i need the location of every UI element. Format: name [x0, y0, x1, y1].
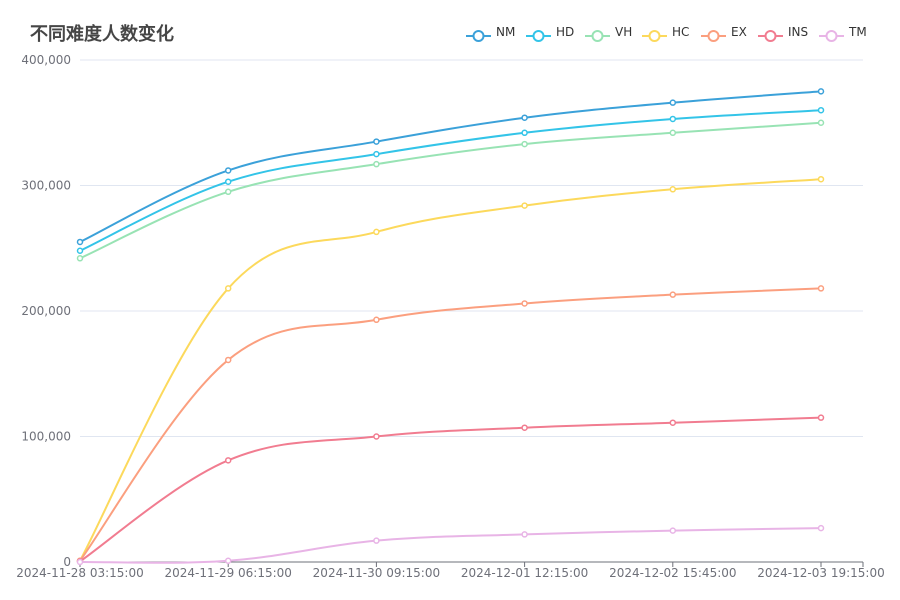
data-point-vh[interactable] — [224, 188, 232, 196]
legend-label: NM — [496, 25, 515, 39]
y-tick-label: 100,000 — [21, 430, 71, 444]
data-point-ex[interactable] — [521, 300, 528, 307]
legend-label: HC — [672, 25, 689, 39]
legend-label: HD — [556, 25, 574, 39]
data-point-nm[interactable] — [76, 238, 84, 246]
data-point-nm[interactable] — [669, 99, 677, 106]
data-point-vh[interactable] — [76, 255, 84, 262]
legend-circle-icon — [472, 30, 485, 42]
x-tick-label: 2024-12-03 19:15:00 — [757, 566, 884, 580]
data-point-ins[interactable] — [373, 433, 380, 440]
data-point-hd[interactable] — [373, 150, 380, 158]
series-line-vh[interactable] — [79, 121, 822, 260]
data-point-nm[interactable] — [521, 114, 528, 121]
legend-circle-icon — [707, 30, 720, 42]
data-point-ins[interactable] — [669, 419, 677, 426]
legend-item-vh[interactable]: VH — [585, 25, 632, 42]
data-point-tm[interactable] — [817, 524, 825, 532]
legend-item-ins[interactable]: INS — [758, 25, 808, 42]
x-tick-label: 2024-11-28 03:15:00 — [16, 566, 143, 580]
data-point-nm[interactable] — [373, 138, 380, 145]
data-point-ex[interactable] — [224, 356, 232, 364]
y-tick-label: 0 — [63, 555, 71, 569]
series-line-ex[interactable] — [79, 287, 822, 562]
y-tick-label: 200,000 — [21, 304, 71, 318]
series-line-ins[interactable] — [79, 416, 822, 563]
data-point-tm[interactable] — [224, 557, 232, 564]
data-point-tm[interactable] — [76, 558, 84, 566]
legend-item-hc[interactable]: HC — [642, 25, 689, 42]
data-point-tm[interactable] — [669, 527, 677, 534]
data-point-hc[interactable] — [669, 186, 677, 193]
legend-item-tm[interactable]: TM — [819, 25, 867, 42]
series-line-hd[interactable] — [79, 109, 822, 252]
chart-title: 不同难度人数变化 — [30, 24, 174, 45]
legend-circle-icon — [825, 30, 838, 42]
series-line-nm[interactable] — [79, 90, 822, 243]
x-tick-label: 2024-11-29 06:15:00 — [164, 566, 291, 580]
legend-label: INS — [788, 25, 808, 39]
data-point-hd[interactable] — [669, 115, 677, 123]
legend-circle-icon — [648, 30, 661, 42]
legend-circle-icon — [591, 30, 604, 42]
data-point-hc[interactable] — [521, 202, 528, 209]
data-point-hd[interactable] — [817, 106, 825, 114]
data-point-hc[interactable] — [817, 175, 825, 183]
data-point-ins[interactable] — [521, 424, 528, 431]
data-point-nm[interactable] — [817, 88, 825, 95]
series-line-hc[interactable] — [79, 178, 822, 562]
data-point-hd[interactable] — [224, 178, 232, 185]
data-point-hd[interactable] — [521, 129, 528, 137]
x-tick-label: 2024-12-01 12:15:00 — [461, 566, 588, 580]
x-tick-label: 2024-11-30 09:15:00 — [313, 566, 440, 580]
legend-label: VH — [615, 25, 632, 39]
data-point-hd[interactable] — [76, 247, 84, 255]
grid-lines — [80, 59, 863, 437]
data-point-vh[interactable] — [521, 140, 528, 148]
data-point-ex[interactable] — [817, 285, 825, 292]
data-point-ex[interactable] — [373, 316, 380, 324]
y-tick-label: 400,000 — [21, 53, 71, 67]
legend-circle-icon — [764, 30, 777, 42]
legend-item-hd[interactable]: HD — [526, 25, 574, 42]
legend-circle-icon — [532, 30, 545, 42]
legend-item-nm[interactable]: NM — [466, 25, 515, 42]
data-point-vh[interactable] — [817, 119, 825, 126]
data-point-ins[interactable] — [817, 414, 825, 421]
data-point-ex[interactable] — [669, 291, 677, 298]
legend: NM HD VH HC EX INS TM — [466, 25, 867, 42]
data-point-hc[interactable] — [224, 285, 232, 292]
data-point-tm[interactable] — [373, 537, 380, 544]
data-point-vh[interactable] — [669, 129, 677, 137]
data-point-ins[interactable] — [224, 457, 232, 464]
legend-label: TM — [848, 25, 867, 39]
legend-item-ex[interactable]: EX — [701, 25, 747, 42]
data-point-hc[interactable] — [373, 228, 380, 236]
y-tick-label: 300,000 — [21, 179, 71, 193]
axes: 0 100,000 200,000 300,000 400,000 2024-11-28 … — [16, 53, 884, 580]
data-point-tm[interactable] — [521, 531, 528, 538]
x-tick-label: 2024-12-02 15:45:00 — [609, 566, 736, 580]
legend-label: EX — [731, 25, 747, 39]
series-line-tm[interactable] — [79, 527, 822, 564]
data-point-nm[interactable] — [224, 167, 232, 174]
series-lines — [76, 88, 825, 566]
data-point-vh[interactable] — [373, 160, 380, 168]
